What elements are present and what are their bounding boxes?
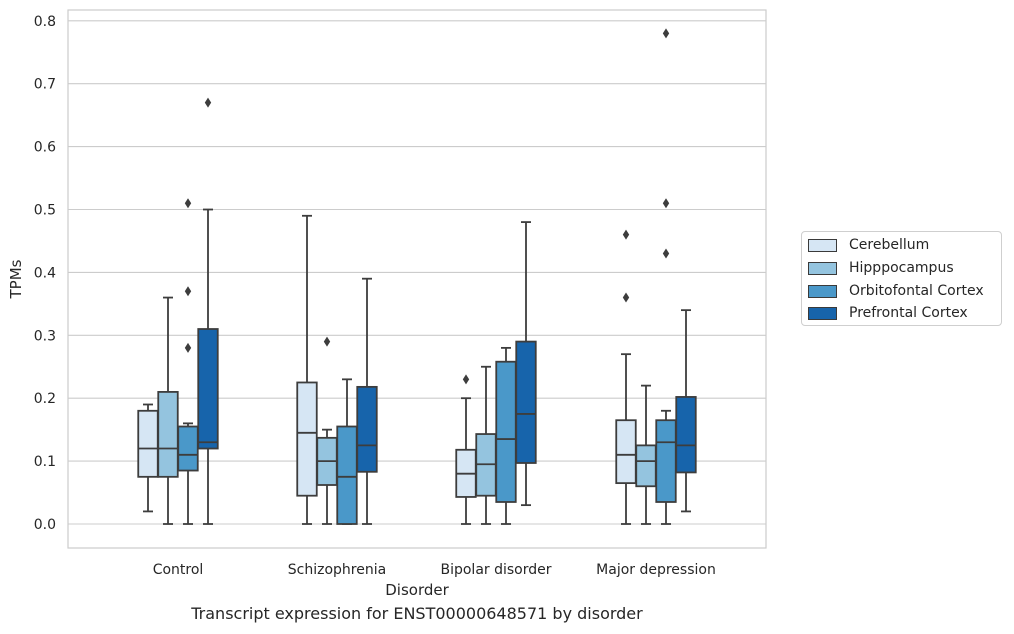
legend-label: Cerebellum [849, 237, 930, 253]
box-group [475, 365, 497, 525]
x-tick-label: Schizophrenia [288, 562, 386, 578]
box-group [316, 336, 338, 525]
legend-swatch [808, 284, 837, 298]
y-tick-label: 0.4 [34, 265, 56, 281]
box-group [635, 384, 657, 525]
box-group [615, 229, 637, 525]
y-axis-label: TPMs [7, 259, 25, 299]
x-tick-label: Major depression [596, 562, 716, 578]
legend-item-prefrontal-cortex: Prefrontal Cortex [808, 303, 968, 323]
legend-swatch [808, 238, 837, 252]
y-tick-label: 0.3 [34, 328, 56, 344]
y-tick-label: 0.6 [34, 140, 56, 156]
box-group [177, 198, 199, 525]
box [356, 385, 378, 473]
legend-swatch [808, 261, 837, 275]
outlier-point [622, 229, 630, 240]
legend-item-orbitofrontal-cortex: Orbitofontal Cortex [808, 281, 984, 301]
box [615, 419, 637, 485]
box-group [675, 309, 697, 513]
y-tick-label: 0.5 [34, 203, 56, 219]
legend-label: Hipppocampus [849, 260, 954, 276]
legend-item-cerebellum: Cerebellum [808, 235, 929, 255]
outlier-point [184, 342, 192, 353]
y-tick-label: 0.7 [34, 77, 56, 93]
box [495, 360, 517, 503]
box [197, 328, 219, 450]
box [655, 419, 677, 503]
outlier-point [662, 198, 670, 209]
box-group [495, 346, 517, 525]
y-tick-label: 0.2 [34, 391, 56, 407]
box-group [197, 97, 219, 525]
figure-caption: Transcript expression for ENST0000064857… [191, 604, 643, 623]
box [157, 391, 179, 478]
outlier-point [184, 198, 192, 209]
boxes [137, 28, 697, 525]
x-tick-label: Bipolar disorder [440, 562, 551, 578]
x-tick-labels: Control Schizophrenia Bipolar disorder Majo… [153, 562, 716, 578]
box-group [655, 28, 677, 525]
y-tick-label: 0.0 [34, 517, 56, 533]
box-group [296, 214, 318, 525]
box [635, 444, 657, 488]
legend-label: Orbitofontal Cortex [849, 283, 984, 299]
box-group [157, 296, 179, 525]
outlier-point [323, 336, 331, 347]
outlier-point [462, 374, 470, 385]
outlier-point [184, 286, 192, 297]
legend-item-hippocampus: Hipppocampus [808, 258, 954, 278]
outlier-point [622, 292, 630, 303]
y-tick-label: 0.1 [34, 454, 56, 470]
box [675, 396, 697, 474]
box-group [137, 403, 159, 513]
box [336, 425, 358, 525]
box-group [356, 277, 378, 525]
outlier-point [204, 97, 212, 108]
legend-swatch [808, 306, 837, 320]
plot-area-frame [67, 9, 767, 549]
legend: Cerebellum Hipppocampus Orbitofontal Cor… [801, 231, 1002, 326]
box [177, 425, 199, 472]
box-group [515, 221, 537, 507]
legend-label: Prefrontal Cortex [849, 305, 968, 321]
y-tick-label: 0.8 [34, 14, 56, 30]
outlier-point [662, 28, 670, 39]
box-group [336, 378, 358, 525]
box [137, 409, 159, 478]
box-group [455, 374, 477, 525]
y-tick-labels: 0.0 0.1 0.2 0.3 0.4 0.5 0.6 0.7 0.8 [34, 14, 56, 533]
x-axis-label: Disorder [385, 581, 449, 599]
x-tick-label: Control [153, 562, 204, 578]
outlier-point [662, 248, 670, 259]
box [296, 381, 318, 497]
box [515, 340, 537, 464]
